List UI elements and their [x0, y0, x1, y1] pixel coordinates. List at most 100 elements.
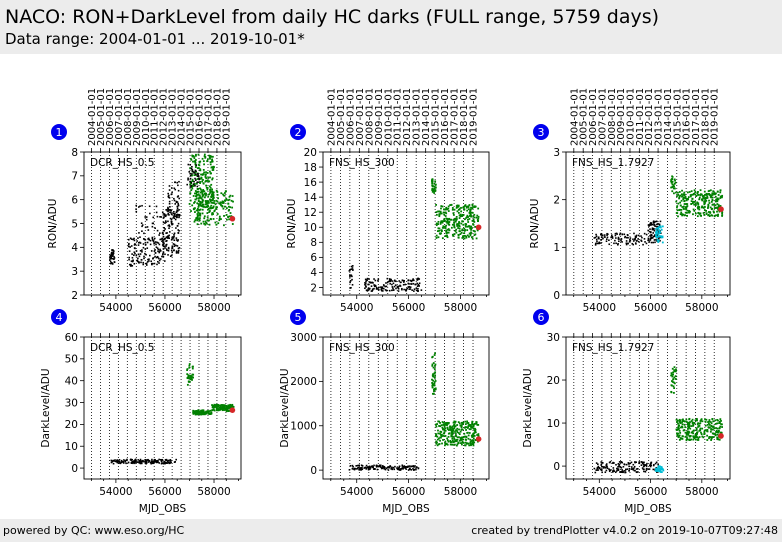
- data-point: [189, 177, 192, 180]
- data-point: [464, 229, 467, 231]
- data-point: [135, 204, 138, 207]
- data-point: [355, 468, 357, 470]
- data-point: [599, 468, 602, 471]
- data-point: [597, 236, 600, 239]
- data-point: [670, 390, 673, 393]
- data-point: [383, 468, 386, 470]
- data-point: [671, 178, 674, 181]
- data-point: [132, 238, 134, 241]
- data-point: [447, 210, 450, 212]
- data-point: [704, 424, 707, 427]
- data-point: [675, 200, 678, 203]
- data-point: [197, 181, 199, 183]
- data-point: [110, 251, 113, 254]
- data-point: [167, 237, 169, 239]
- data-point: [153, 458, 156, 461]
- data-point: [203, 205, 205, 208]
- data-point: [166, 235, 169, 238]
- year-label: 2014-01-01: [177, 88, 188, 146]
- data-point: [676, 434, 679, 437]
- data-point: [173, 210, 175, 213]
- data-point: [137, 461, 139, 463]
- data-point: [459, 438, 462, 440]
- data-point: [213, 166, 215, 168]
- data-point: [704, 421, 707, 423]
- data-point: [681, 214, 684, 217]
- data-point: [417, 277, 419, 280]
- y-tick-label: 0: [310, 465, 317, 477]
- data-point: [432, 366, 435, 369]
- data-point: [150, 260, 152, 263]
- data-point: [403, 466, 406, 468]
- data-point: [597, 469, 600, 471]
- data-point: [714, 193, 716, 196]
- data-point: [116, 460, 119, 462]
- data-point: [447, 222, 450, 224]
- data-point: [133, 237, 135, 240]
- data-point: [196, 223, 199, 226]
- data-point: [701, 427, 704, 430]
- data-point: [202, 203, 205, 206]
- data-point: [412, 468, 414, 470]
- data-point: [440, 212, 443, 215]
- data-point: [595, 233, 597, 236]
- data-point: [466, 442, 468, 445]
- data-point: [656, 467, 659, 470]
- data-point: [129, 237, 132, 240]
- x-tick-label: 54000: [99, 302, 132, 314]
- data-point: [188, 363, 191, 365]
- data-point: [449, 439, 452, 442]
- data-point: [680, 208, 683, 211]
- data-point: [649, 223, 651, 226]
- data-point: [412, 282, 415, 285]
- data-point: [703, 431, 706, 433]
- data-point: [477, 207, 480, 210]
- data-point: [401, 288, 403, 291]
- data-point: [186, 383, 189, 386]
- data-point: [460, 436, 462, 439]
- data-point: [130, 245, 133, 247]
- y-tick-label: 0: [553, 290, 560, 302]
- data-point: [177, 184, 179, 187]
- data-point: [647, 239, 649, 242]
- data-point: [436, 230, 439, 233]
- data-point: [358, 464, 361, 467]
- data-point: [660, 468, 663, 471]
- data-point: [471, 421, 474, 424]
- y-tick-label: 0: [71, 463, 78, 475]
- data-point: [472, 230, 475, 232]
- data-point: [645, 464, 648, 466]
- data-point: [472, 219, 475, 222]
- data-point: [380, 289, 383, 292]
- data-point: [193, 180, 195, 183]
- data-point: [132, 461, 134, 463]
- data-point: [228, 195, 231, 198]
- data-point: [618, 238, 620, 240]
- data-point: [679, 426, 682, 429]
- data-point: [471, 219, 474, 222]
- data-point: [167, 220, 169, 223]
- data-point: [708, 422, 710, 425]
- data-point: [469, 428, 472, 431]
- data-point: [657, 238, 660, 240]
- data-point: [370, 465, 373, 468]
- panel-number: 5: [295, 311, 302, 324]
- data-point: [113, 257, 116, 259]
- panel-number: 1: [56, 126, 63, 139]
- data-point: [189, 172, 191, 175]
- data-point: [472, 423, 475, 426]
- data-point: [446, 218, 449, 221]
- data-point: [453, 427, 456, 430]
- data-point: [225, 410, 228, 413]
- data-point: [215, 223, 218, 226]
- data-point: [453, 233, 456, 236]
- data-point: [167, 254, 169, 256]
- data-point: [166, 210, 169, 212]
- data-point: [721, 196, 723, 199]
- data-point: [655, 239, 657, 241]
- data-point: [673, 387, 676, 389]
- data-point: [170, 461, 172, 464]
- data-point: [692, 424, 695, 427]
- data-point: [707, 213, 710, 216]
- data-point: [605, 463, 608, 465]
